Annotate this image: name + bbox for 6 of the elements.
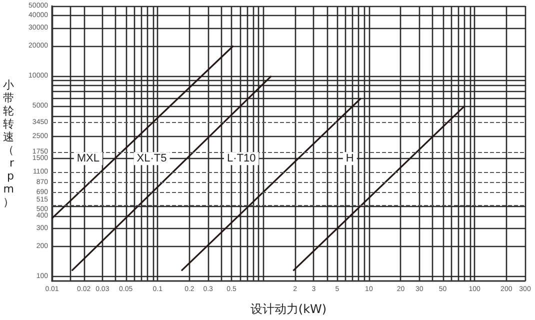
annotation: H	[346, 152, 354, 165]
x-axis-title: 设计动力(kW)	[250, 302, 327, 316]
annotation: L·T10	[226, 152, 256, 165]
annotation: XL·T5	[136, 152, 167, 165]
text: 小带轮转速（rpm）	[3, 78, 14, 208]
annotation: MXL	[76, 152, 100, 165]
